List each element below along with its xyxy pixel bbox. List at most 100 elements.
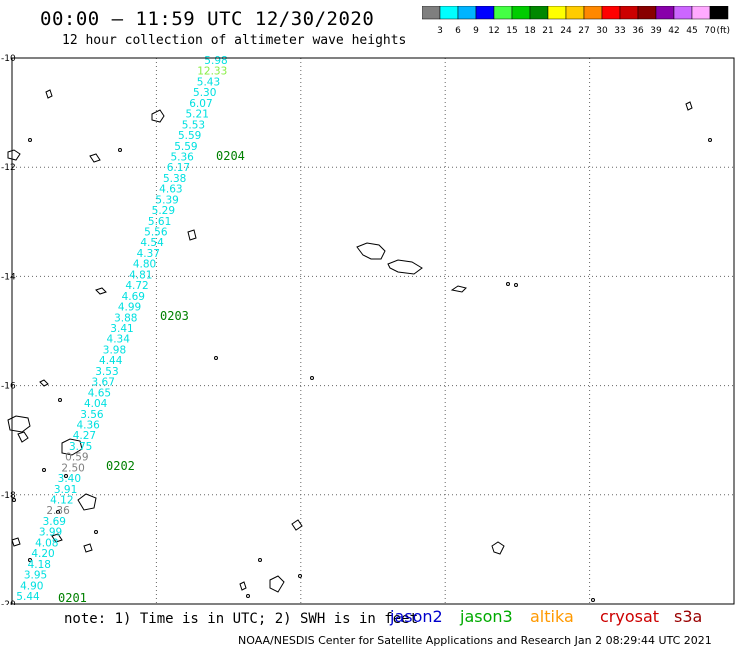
swh-value: 5.59 — [178, 130, 201, 142]
swh-value: 3.40 — [58, 473, 81, 485]
island-outline — [61, 438, 83, 456]
swh-value: 4.20 — [31, 548, 54, 560]
map-grid — [12, 58, 734, 604]
swh-value: 4.36 — [76, 419, 100, 431]
swh-value: 4.27 — [73, 430, 96, 442]
swh-value: 5.43 — [197, 76, 220, 88]
island-outline — [39, 379, 49, 387]
swh-value: 4.72 — [125, 280, 148, 292]
island-outline — [291, 519, 303, 531]
swh-value: 6.07 — [189, 98, 212, 110]
swh-value: 4.81 — [129, 269, 152, 281]
swh-value: 4.90 — [20, 580, 43, 592]
islet-outline — [56, 510, 60, 514]
swh-value: 5.21 — [186, 109, 209, 121]
swh-value: 4.80 — [133, 259, 156, 271]
swh-value: 4.08 — [35, 537, 58, 549]
swh-value: 5.44 — [16, 591, 40, 603]
swh-value: 5.61 — [148, 216, 171, 228]
islet-outline — [42, 468, 46, 472]
swh-value: 4.65 — [88, 387, 111, 399]
colorbar-label: 70 — [704, 26, 716, 36]
island-outline — [11, 537, 21, 547]
swh-value: 5.30 — [193, 87, 216, 99]
island-outline — [7, 149, 21, 161]
islet-outline — [64, 474, 68, 478]
satellite-legend-altika: altika — [530, 607, 574, 626]
swh-value: 0.59 — [65, 452, 88, 464]
islet-outline — [506, 282, 510, 286]
time-label: 0201 — [58, 591, 87, 605]
island-outline — [17, 431, 29, 443]
colorbar-label: 12 — [488, 26, 499, 36]
island-outline — [187, 229, 197, 241]
island-outline — [89, 153, 101, 163]
swh-value: 4.34 — [107, 334, 131, 346]
swh-value: 12.33 — [197, 66, 227, 78]
islet-outline — [310, 376, 314, 380]
colorbar-label: 15 — [506, 26, 517, 36]
swh-value: 4.99 — [118, 302, 141, 314]
islet-outline — [28, 558, 32, 562]
island-outline — [51, 533, 63, 543]
map-frame — [11, 57, 735, 605]
islet-outline — [94, 530, 98, 534]
note-text: note: 1) Time is in UTC; 2) SWH is in fe… — [64, 611, 419, 627]
islet-outline — [28, 138, 32, 142]
swh-value: 2.50 — [61, 462, 84, 474]
swh-value: 4.63 — [159, 184, 182, 196]
lat-tick-label: -10 — [1, 54, 16, 64]
swh-value: 5.36 — [170, 151, 194, 163]
colorbar-label: 6 — [455, 26, 461, 36]
island-outline — [356, 242, 386, 260]
islet-outline — [708, 138, 712, 142]
island-outline — [7, 415, 31, 433]
axis-tick-labels: -180-177-174-171-168-165-10-12-14-16-18-… — [1, 54, 16, 605]
island-outline — [239, 581, 247, 591]
island-outline — [387, 259, 423, 275]
swh-value: 6.17 — [167, 162, 190, 174]
time-labels: 0204 0203 0202 0201 — [58, 149, 245, 605]
islet-outline — [514, 283, 518, 287]
island-outline — [83, 543, 93, 553]
swh-value: 4.18 — [28, 559, 51, 571]
swh-value: 4.54 — [140, 237, 164, 249]
swh-value: 4.12 — [50, 495, 73, 507]
islet-outline — [591, 598, 595, 602]
time-label: 0202 — [106, 459, 135, 473]
colorbar-label: 3 — [437, 26, 443, 36]
swh-value: 3.41 — [110, 323, 133, 335]
lat-tick-label: -14 — [1, 272, 16, 282]
swh-value: 3.99 — [39, 527, 62, 539]
island-outline — [491, 541, 505, 555]
swh-value: 3.53 — [95, 366, 118, 378]
colorbar-label: 18 — [524, 26, 536, 36]
island-outline — [77, 493, 97, 511]
islet-outline — [298, 574, 302, 578]
colorbar-label: 9 — [473, 26, 479, 36]
colorbar-swatch — [709, 6, 729, 20]
swh-value: 5.38 — [163, 173, 186, 185]
islet-outline — [214, 356, 218, 360]
page-title: 00:00 – 11:59 UTC 12/30/2020 — [40, 8, 375, 30]
satellite-legend-jason2: jason2 — [390, 607, 443, 626]
islet-outline — [246, 594, 250, 598]
lat-tick-label: -12 — [1, 163, 16, 173]
wave-height-map: -180-177-174-171-168-165-10-12-14-16-18-… — [1, 54, 735, 605]
colorbar-label: 36 — [632, 26, 644, 36]
swh-value: 4.44 — [99, 355, 123, 367]
colorbar-legend: 3 6 9 12 15 18 21 24 27 30 33 36 39 42 45 70 (ft) — [422, 6, 730, 36]
island-outline — [685, 101, 693, 111]
swh-value: 2.36 — [46, 505, 70, 517]
swh-value: 5.59 — [174, 141, 197, 153]
satellite-legend-s3a: s3a — [674, 607, 703, 626]
swh-value: 5.53 — [182, 119, 205, 131]
page-subtitle: 12 hour collection of altimeter wave hei… — [62, 33, 407, 48]
lat-tick-label: -20 — [1, 600, 16, 605]
swh-value: 3.69 — [43, 516, 66, 528]
swh-value: 4.04 — [84, 398, 108, 410]
colorbar-label: 39 — [650, 26, 662, 36]
satellite-legend-cryosat: cryosat — [600, 607, 660, 626]
satellite-legend-jason3: jason3 — [460, 607, 513, 626]
colorbar-label: 42 — [668, 26, 679, 36]
